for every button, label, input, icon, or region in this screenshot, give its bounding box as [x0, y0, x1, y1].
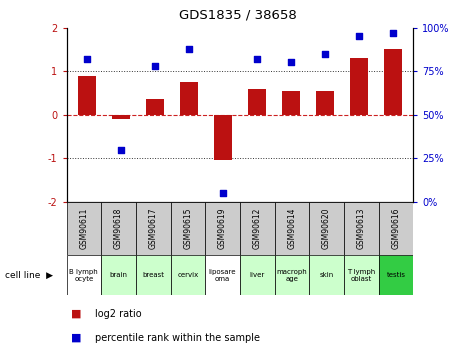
Bar [275, 255, 309, 295]
Point [389, 30, 397, 36]
Bar [171, 202, 205, 255]
Text: skin: skin [320, 272, 334, 278]
Bar [383, 49, 402, 115]
Text: GSM90612: GSM90612 [253, 208, 262, 249]
Bar [309, 255, 344, 295]
Bar [379, 255, 413, 295]
Point [287, 60, 294, 65]
Bar [171, 255, 205, 295]
Bar [66, 202, 101, 255]
Text: GSM90611: GSM90611 [79, 208, 88, 249]
Point [151, 63, 159, 69]
Bar [101, 202, 136, 255]
Text: GSM90613: GSM90613 [357, 208, 366, 249]
Bar [66, 255, 101, 295]
Text: T lymph
oblast: T lymph oblast [347, 269, 375, 282]
Point [253, 56, 261, 62]
Text: testis: testis [387, 272, 406, 278]
Bar [344, 255, 379, 295]
Point [355, 33, 362, 39]
Bar [344, 202, 379, 255]
Bar [240, 255, 275, 295]
Text: ■: ■ [71, 333, 82, 343]
Bar [145, 99, 164, 115]
Text: B lymph
ocyte: B lymph ocyte [69, 269, 98, 282]
Bar [136, 255, 171, 295]
Text: liver: liver [249, 272, 265, 278]
Bar [275, 202, 309, 255]
Text: ■: ■ [71, 309, 82, 319]
Point [83, 56, 91, 62]
Bar [240, 202, 275, 255]
Bar [214, 115, 232, 160]
Point [219, 190, 227, 196]
Text: percentile rank within the sample: percentile rank within the sample [95, 333, 260, 343]
Text: GDS1835 / 38658: GDS1835 / 38658 [179, 9, 296, 22]
Bar [309, 202, 344, 255]
Bar [205, 202, 240, 255]
Bar [101, 255, 136, 295]
Bar [112, 115, 130, 119]
Text: breast: breast [142, 272, 164, 278]
Point [321, 51, 329, 57]
Text: macroph
age: macroph age [276, 269, 307, 282]
Text: GSM90616: GSM90616 [391, 208, 400, 249]
Bar [180, 82, 198, 115]
Bar [379, 202, 413, 255]
Bar [350, 58, 368, 115]
Bar [315, 91, 334, 115]
Text: cervix: cervix [177, 272, 199, 278]
Point [117, 147, 125, 152]
Bar [205, 255, 240, 295]
Text: GSM90614: GSM90614 [287, 208, 296, 249]
Bar [136, 202, 171, 255]
Point [185, 46, 193, 51]
Text: GSM90620: GSM90620 [322, 208, 331, 249]
Text: GSM90618: GSM90618 [114, 208, 123, 249]
Bar [77, 76, 96, 115]
Text: cell line  ▶: cell line ▶ [5, 270, 53, 280]
Bar [282, 91, 300, 115]
Text: log2 ratio: log2 ratio [95, 309, 142, 319]
Text: GSM90617: GSM90617 [149, 208, 158, 249]
Text: brain: brain [110, 272, 127, 278]
Text: GSM90619: GSM90619 [218, 208, 227, 249]
Text: liposare
oma: liposare oma [209, 269, 236, 282]
Text: GSM90615: GSM90615 [183, 208, 192, 249]
Bar [247, 89, 266, 115]
